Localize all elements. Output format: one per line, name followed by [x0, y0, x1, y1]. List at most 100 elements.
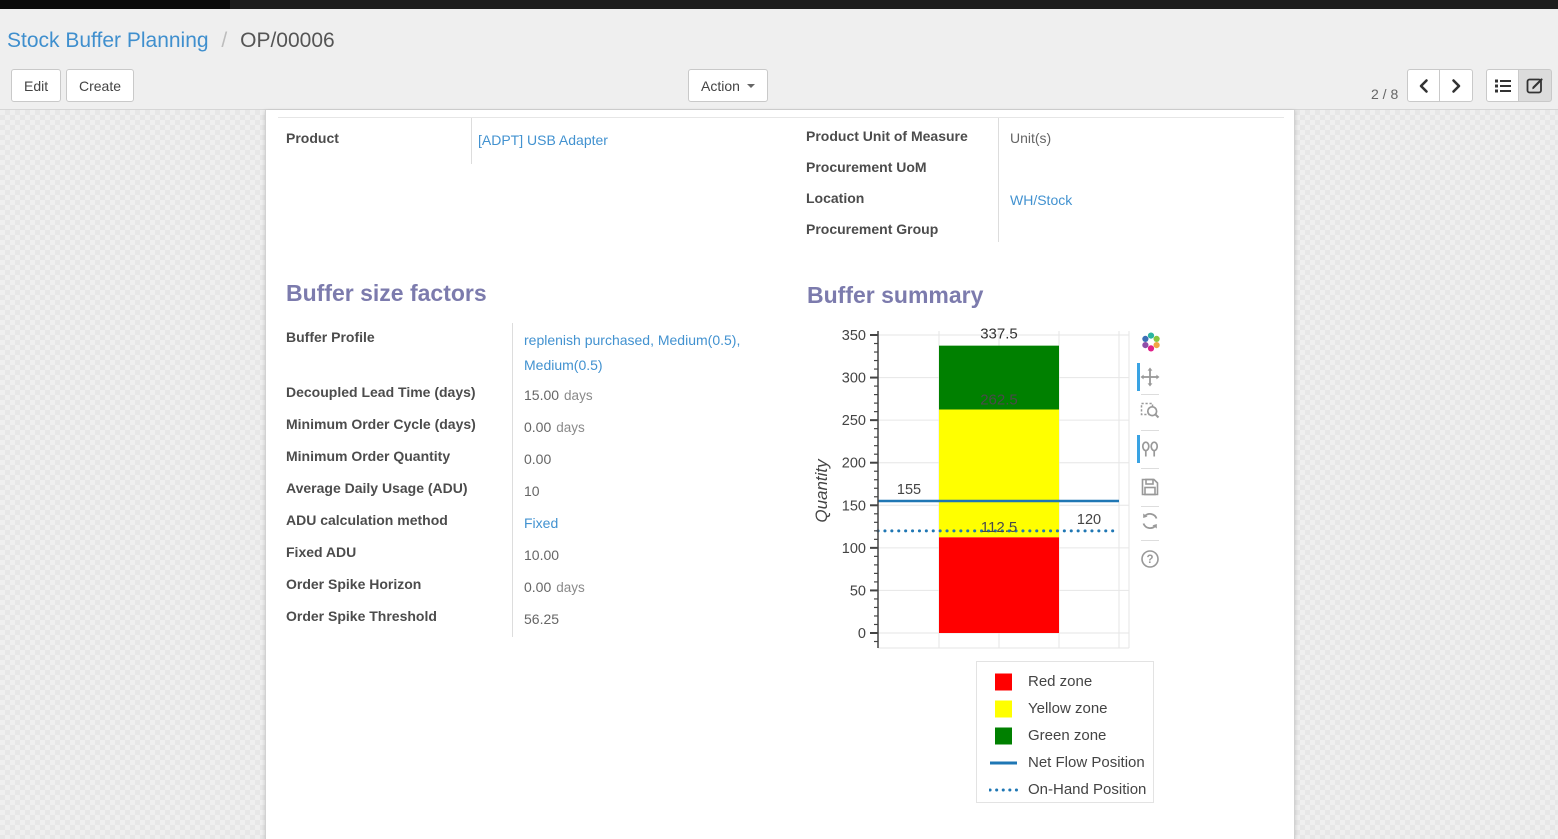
field-label: Order Spike Horizon [286, 576, 422, 592]
zone-value-label: 337.5 [980, 328, 1018, 343]
field-value: 0.00 [524, 579, 552, 595]
action-dropdown-label: Action [701, 77, 740, 94]
buffer-factor-fields: Buffer Profile replenish purchased, Mediu… [286, 323, 766, 634]
field-value: 0.00 [524, 451, 552, 467]
field-value: 10.00 [524, 547, 560, 563]
green-zone-bar[interactable] [939, 345, 1059, 410]
legend-item[interactable]: Red zone [989, 668, 1153, 695]
help-icon[interactable]: ? [1140, 549, 1160, 569]
field-value[interactable]: WH/Stock [1010, 192, 1073, 208]
caret-down-icon [746, 83, 755, 88]
yellow-zone-bar[interactable] [939, 409, 1059, 538]
content-background: Product [ADPT] USB Adapter Product Unit … [0, 110, 1558, 839]
y-tick-label: 150 [842, 498, 866, 514]
buffer-factor-row: Minimum Order Quantity 0.00 [286, 442, 766, 474]
buffer-factor-row: Decoupled Lead Time (days) 15.00 days [286, 378, 766, 410]
field-unit: days [556, 580, 585, 595]
field-value[interactable]: replenish purchased, Medium(0.5), Medium… [524, 332, 741, 373]
net-flow-position-swatch [989, 754, 1019, 772]
pager-next-button[interactable] [1439, 69, 1473, 102]
on-hand-position-swatch [989, 781, 1019, 799]
control-panel: Stock Buffer Planning / OP/00006 Edit Cr… [0, 9, 1558, 110]
modebar-separator [1141, 430, 1159, 431]
svg-text:?: ? [1146, 554, 1153, 566]
field-unit: days [564, 388, 593, 403]
field-label: Product Unit of Measure [806, 128, 968, 144]
create-button[interactable]: Create [66, 69, 135, 102]
buffer-factor-row: Minimum Order Cycle (days) 0.00 days [286, 410, 766, 442]
save-icon[interactable] [1140, 477, 1160, 497]
legend-label: Net Flow Position [1028, 754, 1145, 771]
y-tick-label: 250 [842, 413, 866, 429]
info-fields: Product Unit of Measure Unit(s) Procuremen… [806, 126, 1286, 250]
reset-axes-icon[interactable] [1140, 511, 1160, 531]
y-tick-label: 200 [842, 456, 866, 472]
legend-label: Red zone [1028, 673, 1093, 690]
y-tick-label: 0 [858, 626, 866, 642]
legend-label: On-Hand Position [1028, 781, 1147, 798]
form-edit-icon [1526, 78, 1543, 94]
field-separator [512, 323, 513, 637]
legend-item[interactable]: On-Hand Position [989, 776, 1153, 803]
pager-value: 2 / 8 [1371, 86, 1399, 102]
list-view-button[interactable] [1486, 69, 1520, 102]
reference-value-label: 120 [1077, 512, 1101, 528]
plotly-logo-icon[interactable] [1140, 331, 1162, 353]
breadcrumb: Stock Buffer Planning / OP/00006 [7, 29, 335, 53]
buffer-size-factors-title: Buffer size factors [286, 280, 487, 306]
form-view-button[interactable] [1518, 69, 1552, 102]
list-view-icon [1495, 79, 1511, 92]
pan-tool-icon[interactable] [1140, 367, 1160, 387]
product-field-value[interactable]: [ADPT] USB Adapter [478, 132, 608, 148]
chevron-right-icon [1452, 78, 1461, 93]
field-value: 15.00 [524, 387, 560, 403]
modebar-separator [1141, 506, 1159, 507]
action-dropdown-button[interactable]: Action [688, 69, 768, 102]
edit-button[interactable]: Edit [11, 69, 62, 102]
legend-item[interactable]: Net Flow Position [989, 749, 1153, 776]
field-label: Buffer Profile [286, 329, 375, 345]
field-label: Fixed ADU [286, 544, 357, 560]
breadcrumb-current: OP/00006 [240, 29, 335, 52]
modebar-separator [1141, 540, 1159, 541]
red-zone-bar[interactable] [939, 537, 1059, 633]
breadcrumb-separator: / [221, 29, 228, 52]
field-label: Minimum Order Cycle (days) [286, 416, 476, 432]
y-axis-title: Quantity [813, 458, 831, 523]
field-label: Minimum Order Quantity [286, 448, 451, 464]
buffer-summary-chart[interactable]: 0 50 100 150 200 250 300 350 112.5 262.5 337.5 155 1… [813, 328, 1143, 658]
buffer-factor-row: Order Spike Horizon 0.00 days [286, 570, 766, 602]
field-label: Decoupled Lead Time (days) [286, 384, 476, 400]
y-tick-label: 350 [842, 328, 866, 344]
field-value[interactable]: Fixed [524, 515, 559, 531]
buffer-factor-row: Order Spike Threshold 56.25 [286, 602, 766, 634]
legend-item[interactable]: Green zone [989, 722, 1153, 749]
field-value: 0.00 [524, 419, 552, 435]
modebar-separator [1141, 394, 1159, 395]
system-tray-left-segment [0, 0, 230, 9]
chart-legend: Red zone Yellow zone Green zone Net Flow Po… [976, 661, 1154, 803]
field-label: ADU calculation method [286, 512, 448, 528]
info-field-row: Location WH/Stock [806, 188, 1286, 219]
box-zoom-icon[interactable] [1140, 400, 1160, 420]
field-value: Unit(s) [1010, 130, 1052, 146]
field-unit: days [556, 420, 585, 435]
y-tick-label: 100 [842, 541, 866, 557]
field-label: Location [806, 190, 865, 206]
red-zone-swatch [989, 673, 1019, 691]
field-value: 56.25 [524, 611, 560, 627]
reference-value-label: 155 [897, 482, 921, 498]
info-field-row: Procurement UoM [806, 157, 1286, 188]
field-label: Average Daily Usage (ADU) [286, 480, 468, 496]
info-field-row: Product Unit of Measure Unit(s) [806, 126, 1286, 157]
legend-item[interactable]: Yellow zone [989, 695, 1153, 722]
field-label: Procurement Group [806, 221, 939, 237]
buffer-factor-row: ADU calculation method Fixed [286, 506, 766, 538]
compare-hover-icon[interactable] [1140, 439, 1160, 459]
breadcrumb-parent-link[interactable]: Stock Buffer Planning [7, 29, 209, 52]
field-separator [471, 118, 472, 164]
pager-previous-button[interactable] [1407, 69, 1441, 102]
chevron-left-icon [1419, 78, 1428, 93]
green-zone-swatch [989, 727, 1019, 745]
form-sheet: Product [ADPT] USB Adapter Product Unit … [265, 110, 1295, 839]
